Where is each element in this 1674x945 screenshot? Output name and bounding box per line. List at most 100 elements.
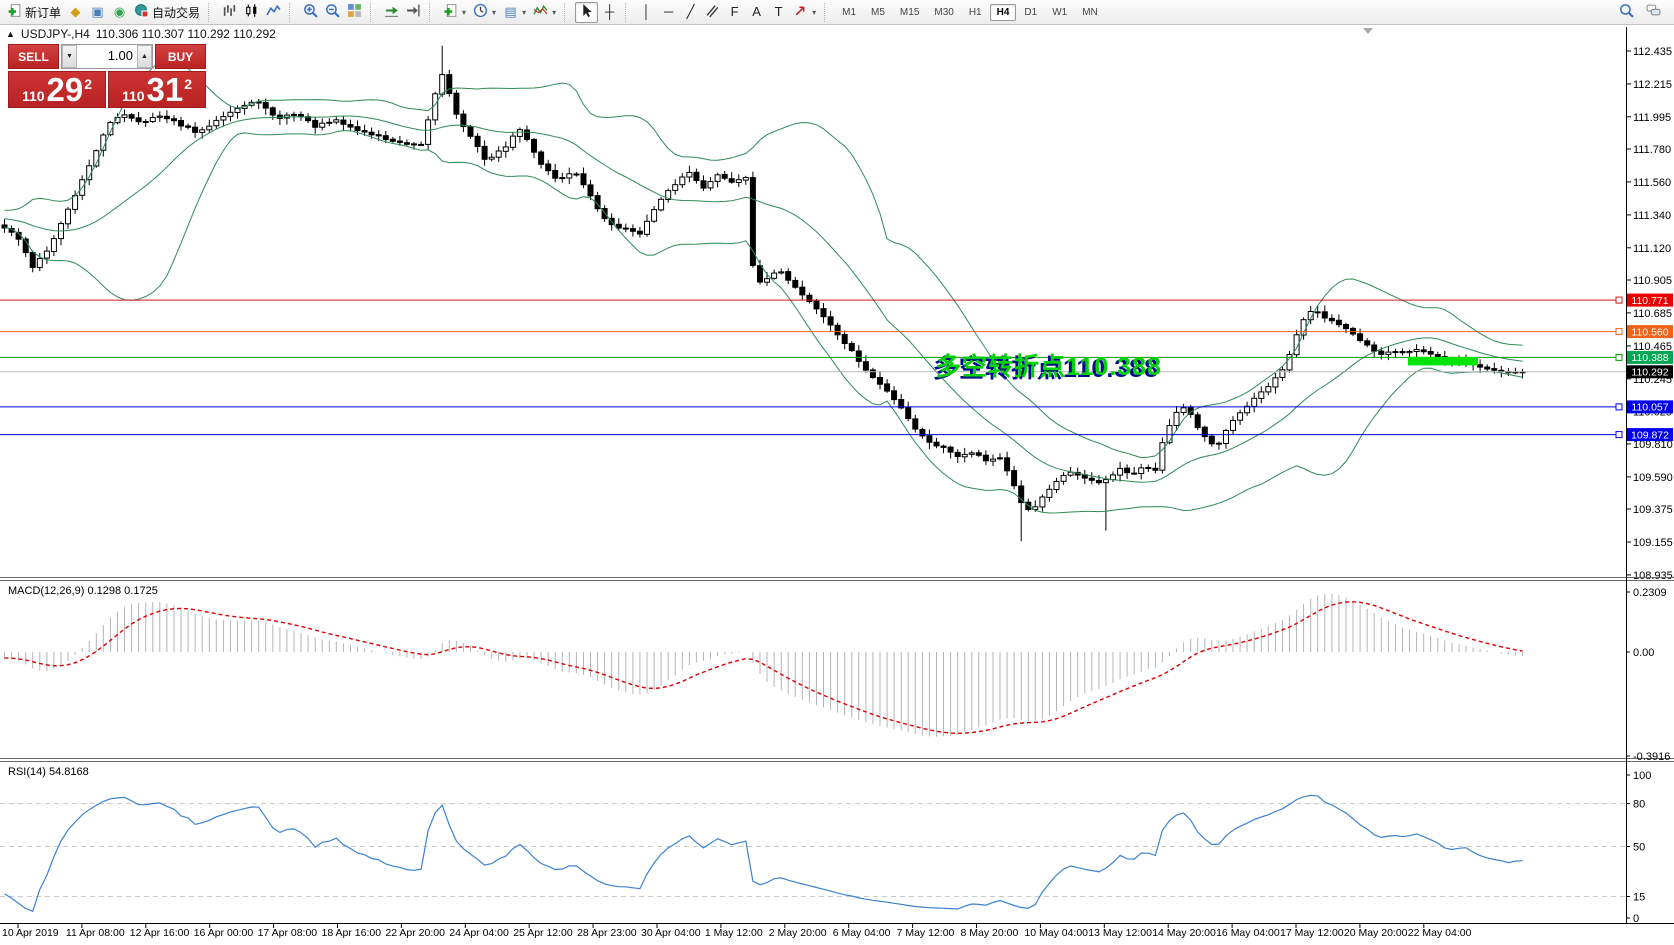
text-button[interactable]: A: [746, 2, 767, 23]
volume-decrease-button[interactable]: ▼: [62, 45, 77, 68]
svg-text:110.560: 110.560: [1631, 326, 1668, 338]
fibonacci-icon: F: [730, 4, 739, 19]
crosshair-button[interactable]: ┼: [599, 2, 620, 23]
bid-price-button[interactable]: 110 29 2: [8, 71, 106, 108]
svg-text:109.810: 109.810: [1633, 439, 1673, 451]
svg-text:7 May 12:00: 7 May 12:00: [897, 927, 955, 939]
line-chart-button[interactable]: [263, 2, 284, 23]
svg-text:16 Apr 00:00: 16 Apr 00:00: [194, 927, 254, 939]
autotrading-button[interactable]: 自动交易: [131, 2, 203, 23]
new-chart-icon: [443, 3, 458, 21]
chart-shift-icon: [406, 3, 421, 21]
svg-text:2 May 20:00: 2 May 20:00: [769, 927, 827, 939]
ask-price-button[interactable]: 110 31 2: [108, 71, 206, 108]
toolbar-right-icons: [1616, 2, 1670, 23]
equidistant-channel-button[interactable]: [702, 2, 723, 23]
chart-shift-marker-icon[interactable]: [1363, 28, 1373, 34]
svg-text:110.905: 110.905: [1633, 275, 1672, 287]
sell-button[interactable]: SELL: [8, 44, 59, 69]
auto-scroll-button[interactable]: [381, 2, 402, 23]
signals-icon: ◉: [113, 4, 126, 19]
autotrading-label: 自动交易: [152, 5, 201, 20]
svg-text:111.120: 111.120: [1633, 243, 1671, 255]
arrows-icon: [793, 3, 808, 21]
zoom-in-button[interactable]: [300, 2, 321, 23]
volume-increase-button[interactable]: ▲: [137, 45, 152, 68]
svg-text:10 May 04:00: 10 May 04:00: [1024, 927, 1088, 939]
vertical-line-button[interactable]: │: [636, 2, 657, 23]
toolbar-separator: [289, 2, 296, 22]
signals-button[interactable]: ◉: [109, 2, 130, 23]
timeframe-h1-button[interactable]: H1: [968, 6, 982, 18]
timeframe-mn-button[interactable]: MN: [1082, 6, 1098, 18]
search-icon: [1619, 3, 1634, 21]
buy-button[interactable]: BUY: [155, 44, 206, 69]
candlestick-chart-button[interactable]: [241, 2, 262, 23]
arrows-button[interactable]: ▾: [790, 2, 819, 23]
new-order-icon: [7, 3, 22, 21]
new-order-label: 新订单: [25, 5, 62, 20]
svg-text:12 Apr 16:00: 12 Apr 16:00: [130, 927, 190, 939]
equidistant-channel-icon: [705, 3, 720, 21]
indicators-button[interactable]: ▾: [530, 2, 559, 23]
chart-canvas[interactable]: 112.435 112.215 111.995 111.780 111.560 111.3…: [0, 25, 1674, 945]
zoom-out-button[interactable]: [322, 2, 343, 23]
macd-indicator-label: MACD(12,26,9) 0.1298 0.1725: [8, 585, 158, 597]
time-axis[interactable]: 10 Apr 2019 11 Apr 08:00 12 Apr 16:00 16 Ap…: [2, 923, 1472, 939]
text-label-icon: T: [774, 4, 783, 19]
new-chart-dropdown-icon[interactable]: ▾: [462, 7, 467, 17]
periods-button[interactable]: ▾: [470, 2, 499, 23]
volume-value[interactable]: 1.00: [107, 48, 133, 63]
svg-text:18 Apr 16:00: 18 Apr 16:00: [322, 927, 382, 939]
metaeditor-icon: ◆: [70, 4, 81, 19]
toolbar-separator: [370, 2, 377, 22]
timeframe-m15-button[interactable]: M15: [899, 6, 920, 18]
ask-prefix: 110: [121, 87, 145, 104]
auto-scroll-icon: [384, 3, 399, 21]
indicators-dropdown-icon[interactable]: ▾: [552, 7, 557, 17]
svg-text:0.00: 0.00: [1633, 647, 1654, 659]
svg-text:80: 80: [1633, 799, 1645, 811]
timeframe-m1-button[interactable]: M1: [842, 6, 857, 18]
toolbar-separator: [564, 2, 571, 22]
arrows-dropdown-icon[interactable]: ▾: [812, 7, 817, 17]
rsi-pane[interactable]: 100 80 50 15 0: [0, 770, 1651, 925]
zoom-out-icon: [325, 3, 340, 21]
timeframe-m30-button[interactable]: M30: [934, 6, 954, 18]
svg-text:111.340: 111.340: [1633, 210, 1671, 222]
new-chart-button[interactable]: ▾: [440, 2, 469, 23]
bar-chart-button[interactable]: [219, 2, 240, 23]
svg-text:6 May 04:00: 6 May 04:00: [833, 927, 891, 939]
templates-icon: ▤: [504, 4, 517, 19]
horizontal-line-button[interactable]: ─: [658, 2, 679, 23]
svg-text:109.872: 109.872: [1631, 429, 1669, 441]
main-price-pane[interactable]: 112.435 112.215 111.995 111.780 111.560 111.3…: [0, 28, 1673, 582]
templates-dropdown-icon[interactable]: ▾: [522, 7, 527, 17]
fibonacci-button[interactable]: F: [724, 2, 745, 23]
one-click-trading-panel: SELL ▼ 1.00 ▲ BUY 110 29 2 110 31 2: [8, 44, 206, 108]
trend-line-button[interactable]: ╱: [680, 2, 701, 23]
chat-button[interactable]: [1643, 2, 1664, 23]
metaeditor-button[interactable]: ◆: [65, 2, 86, 23]
timeframe-w1-button[interactable]: W1: [1052, 6, 1068, 18]
tile-windows-icon: [347, 3, 362, 21]
new-order-button[interactable]: 新订单: [4, 2, 64, 23]
timeframe-d1-button[interactable]: D1: [1024, 6, 1038, 18]
text-label-button[interactable]: T: [768, 2, 789, 23]
timeframe-m5-button[interactable]: M5: [871, 6, 885, 18]
macd-pane[interactable]: 0.2309 0.00 -0.3916: [4, 587, 1671, 763]
chart-shift-button[interactable]: [403, 2, 424, 23]
candlestick-chart-icon: [244, 3, 259, 21]
timeframe-h4-button[interactable]: H4: [989, 3, 1017, 21]
autotrading-icon: [134, 3, 149, 21]
periods-dropdown-icon[interactable]: ▾: [492, 7, 497, 17]
line-chart-icon: [266, 3, 281, 21]
collapse-arrow-icon[interactable]: ▲: [6, 29, 15, 39]
strategy-tester-button[interactable]: ▣: [87, 2, 108, 23]
search-button[interactable]: [1616, 2, 1637, 23]
tile-windows-button[interactable]: [344, 2, 365, 23]
pivot-highlight-bar[interactable]: [1408, 356, 1478, 366]
svg-text:22 May 04:00: 22 May 04:00: [1408, 927, 1472, 939]
cursor-button[interactable]: [575, 1, 599, 23]
templates-button[interactable]: ▤ ▾: [500, 2, 529, 23]
